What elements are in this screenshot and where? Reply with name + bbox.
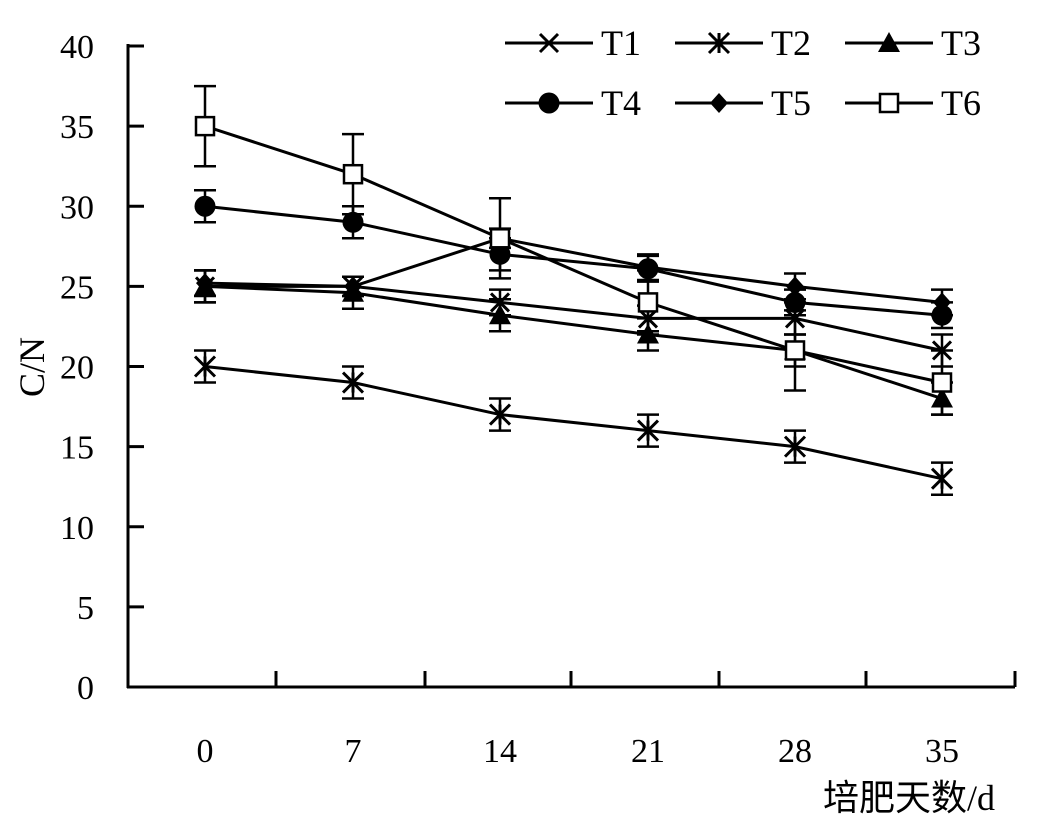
y-tick-label: 30	[60, 189, 94, 226]
asterisk-marker	[783, 435, 807, 458]
circle-marker	[194, 195, 216, 217]
y-tick-label: 15	[60, 430, 94, 467]
asterisk-marker	[930, 467, 954, 490]
series-line	[205, 284, 943, 352]
axes	[126, 44, 1015, 689]
series-t6	[194, 84, 953, 416]
x-tick-label: 7	[345, 733, 362, 770]
diamond-marker	[933, 292, 951, 313]
square-marker	[194, 115, 216, 137]
series-line	[204, 124, 943, 384]
y-tick-label: 25	[60, 269, 94, 306]
square-marker	[784, 340, 806, 361]
x-axis-title: 培肥天数/d	[823, 778, 995, 818]
square-marker	[342, 163, 364, 185]
y-tick-label: 0	[77, 670, 94, 707]
diamond-marker	[344, 276, 362, 297]
legend-item-t1: T1	[505, 23, 641, 63]
square-marker	[489, 228, 511, 249]
y-ticks: 0 5 10 15 20 25 30 35 40	[60, 29, 144, 707]
legend-item-t5: T5	[675, 83, 811, 123]
circle-marker	[342, 211, 364, 233]
series-line	[204, 365, 943, 481]
diamond-marker	[196, 273, 214, 294]
asterisk-marker	[193, 355, 217, 378]
series-line	[204, 204, 943, 317]
legend-label: T6	[941, 83, 981, 123]
y-tick-label: 35	[60, 109, 94, 146]
diamond-marker	[710, 93, 728, 113]
legend: T1 T2 T3 T4 T5 T6	[505, 23, 981, 123]
x-tick-label: 35	[925, 733, 959, 770]
square-marker	[878, 92, 900, 114]
x-tick-label: 14	[483, 733, 517, 770]
legend-label: T2	[771, 23, 811, 63]
legend-label: T4	[601, 83, 641, 123]
x-ticks: 0 7 14 21 28 35	[197, 671, 1017, 770]
diamond-marker	[786, 276, 804, 297]
legend-label: T1	[601, 23, 641, 63]
triangle-marker	[489, 304, 511, 325]
x-tick-label: 0	[197, 733, 214, 770]
legend-label: T3	[941, 23, 981, 63]
series-line	[204, 284, 943, 400]
y-axis-title: C/N	[12, 337, 52, 397]
legend-item-t2: T2	[675, 23, 811, 63]
triangle-marker	[878, 32, 900, 52]
series-layer	[193, 84, 954, 496]
x-tick-label: 21	[631, 733, 665, 770]
y-tick-label: 20	[60, 350, 94, 387]
y-tick-label: 5	[77, 590, 94, 627]
legend-item-t4: T4	[505, 83, 641, 123]
legend-item-t3: T3	[845, 23, 981, 63]
circle-marker	[784, 291, 806, 313]
series-t4	[194, 188, 953, 330]
asterisk-marker	[488, 403, 512, 426]
legend-label: T5	[771, 83, 811, 123]
diamond-marker	[639, 257, 657, 278]
asterisk-marker	[707, 31, 731, 55]
y-tick-label: 10	[60, 510, 94, 547]
asterisk-marker	[636, 419, 660, 442]
legend-item-t6: T6	[845, 83, 981, 123]
square-marker	[931, 372, 953, 393]
x-marker	[538, 32, 560, 54]
y-tick-label: 40	[60, 29, 94, 66]
series-t2	[193, 349, 954, 496]
series-line	[204, 236, 943, 304]
square-marker	[637, 292, 659, 313]
circle-marker	[538, 92, 560, 114]
x-tick-label: 28	[778, 733, 812, 770]
asterisk-marker	[341, 371, 365, 394]
